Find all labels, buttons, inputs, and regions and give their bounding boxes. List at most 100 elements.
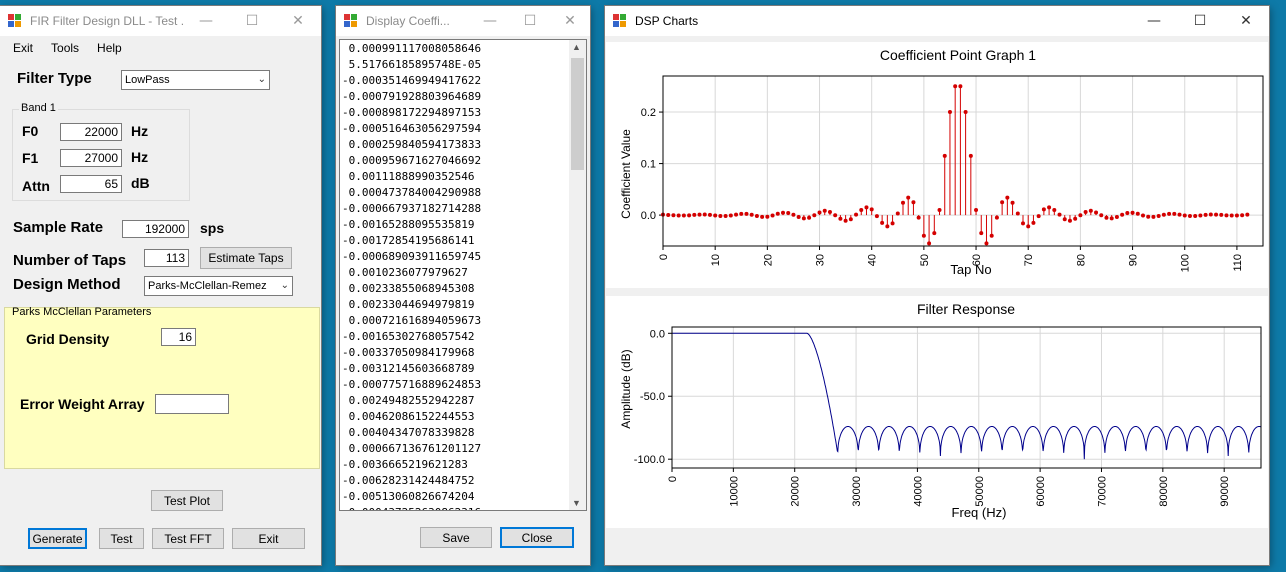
test-fft-button[interactable]: Test FFT [152,528,224,549]
coefficients-list[interactable]: 0.000991117008058646 5.51766185895748E-0… [339,39,587,511]
coefficient-item[interactable]: -0.00172854195686141 [342,234,475,247]
scroll-down-icon[interactable]: ▼ [572,498,581,508]
scroll-up-icon[interactable]: ▲ [572,42,581,52]
menu-tools[interactable]: Tools [51,41,80,55]
coefficient-item[interactable]: 5.51766185895748E-05 [342,58,482,71]
coefficient-point [760,214,765,219]
taps-label: Number of Taps [13,252,127,269]
coefficient-point [1021,221,1025,226]
coefficient-item[interactable]: 0.00404347078339828 [342,426,475,439]
coefficient-point [874,214,879,219]
coefficient-item[interactable]: -0.00312145603668789 [342,362,475,375]
y-tick-label: 0.0 [650,328,665,340]
coefficient-item[interactable]: -0.000775716889624853 [342,378,482,391]
coefficient-point [754,213,759,218]
chart-title: Coefficient Point Graph 1 [880,47,1036,63]
dsp-title-bar[interactable]: DSP Charts — ☐ ✕ [605,6,1269,36]
coefficient-item[interactable]: -0.00628231424484752 [342,474,475,487]
coefficient-point [859,207,864,212]
minimize-icon[interactable]: — [1147,13,1161,29]
coefficient-point [744,211,749,216]
estimate-taps-button[interactable]: Estimate Taps [200,247,292,269]
fir-title-bar[interactable]: FIR Filter Design DLL - Test ... — ☐ ✕ [0,6,321,36]
coefficient-item[interactable]: 0.000721616894059673 [342,314,482,327]
coefficient-item[interactable]: -0.0036665219621283 [342,458,468,471]
coefficient-item[interactable]: -0.000689093911659745 [342,250,482,263]
coefficient-point [1073,216,1078,221]
attn-input[interactable]: 65 [60,175,122,193]
coefficient-item[interactable]: 0.000667136761201127 [342,442,482,455]
coefficient-point [1041,207,1046,212]
coefficient-item[interactable]: -0.000351469949417622 [342,74,482,87]
coefficient-point [1151,214,1156,219]
coefficient-item[interactable]: 0.00233044694979819 [342,298,475,311]
coefficient-point [666,213,671,218]
close-icon[interactable]: ✕ [292,13,304,29]
coefficient-chart: Coefficient Point Graph 1 Tap No Coeffic… [606,42,1268,288]
coefficient-item[interactable]: -0.000898172294897153 [342,106,482,119]
x-tick-label: 70 [1023,254,1035,266]
coefficient-item[interactable]: -0.000667937182714288 [342,202,482,215]
coefficient-item[interactable]: -0.00513060826674204 [342,490,475,503]
x-tick-label: 60 [971,254,983,266]
coefficient-item[interactable]: 0.000259840594173833 [342,138,482,151]
coefficient-point [1015,211,1020,216]
scrollbar-thumb[interactable] [571,58,584,170]
coefficient-item[interactable]: -0.00165302768057542 [342,330,475,343]
x-axis-label: Tap No [950,262,991,277]
coefficient-point [723,213,728,218]
maximize-icon[interactable]: ☐ [1193,13,1207,29]
app-icon [8,14,22,28]
x-tick-label: 50 [919,254,931,266]
test-plot-button[interactable]: Test Plot [151,490,223,511]
coefficient-item[interactable]: 0.000991117008058646 [342,42,482,55]
menu-help[interactable]: Help [97,41,122,55]
grid-density-input[interactable]: 16 [161,328,196,346]
coefficient-item[interactable]: 0.000959671627046692 [342,154,482,167]
x-tick-label: 100 [1180,254,1192,272]
filter-type-select[interactable]: LowPass ⌄ [121,70,270,90]
filter-type-value: LowPass [125,74,170,86]
close-icon[interactable]: ✕ [564,13,576,29]
coefficient-item[interactable]: -0.000516463056297594 [342,122,482,135]
x-tick-label: 20 [762,254,774,266]
maximize-icon[interactable]: ☐ [245,13,259,29]
close-button[interactable]: Close [500,527,574,548]
taps-input[interactable]: 113 [144,249,189,267]
coefficient-point [1234,213,1239,218]
coefficient-point [734,212,739,217]
menu-bar: Exit Tools Help [0,36,321,60]
coefficient-item[interactable]: 0.00249482552942287 [342,394,475,407]
coefficient-point [1146,214,1151,219]
chevron-down-icon: ⌄ [257,74,266,85]
coefficient-item[interactable]: 0.0010236077979627 [342,266,468,279]
test-button[interactable]: Test [99,528,144,549]
minimize-icon[interactable]: — [483,13,497,29]
close-icon[interactable]: ✕ [1240,13,1252,29]
menu-exit[interactable]: Exit [13,41,34,55]
coefficient-item[interactable]: -0.00337050984179968 [342,346,475,359]
coefficient-item[interactable]: -0.000791928803964689 [342,90,482,103]
coefficient-point [906,195,911,200]
minimize-icon[interactable]: — [199,13,213,29]
generate-button[interactable]: Generate [28,528,87,549]
coefficient-item[interactable]: 0.00233855068945308 [342,282,475,295]
coefficient-item[interactable]: 0.00462086152244553 [342,410,475,423]
coefficient-point [796,214,801,219]
f0-input[interactable]: 22000 [60,123,122,141]
coefficient-item[interactable]: -0.000437252630862316 [340,505,586,510]
design-method-select[interactable]: Parks-McClellan-Remez ⌄ [144,276,293,296]
exit-button[interactable]: Exit [232,528,305,549]
vertical-scrollbar[interactable]: ▲ ▼ [569,40,586,510]
f1-input[interactable]: 27000 [60,149,122,167]
maximize-icon[interactable]: ☐ [523,13,537,29]
save-button[interactable]: Save [420,527,492,548]
coefficient-item[interactable]: -0.00165288095535819 [342,218,475,231]
coefficient-item[interactable]: 0.000473784004290988 [342,186,482,199]
coefficient-point [1005,195,1010,200]
error-weight-input[interactable] [155,394,229,414]
coefficient-item[interactable]: 0.00111888990352546 [342,170,475,183]
coefficient-point [838,216,843,221]
sample-rate-input[interactable]: 192000 [122,220,189,238]
coef-title-bar[interactable]: Display Coeffi... — ☐ ✕ [336,6,590,36]
